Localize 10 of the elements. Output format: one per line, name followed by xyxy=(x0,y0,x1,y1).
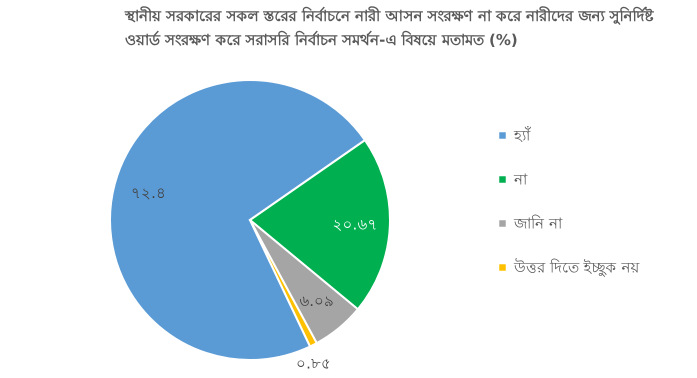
data-label: ০.৮৫ xyxy=(296,354,331,373)
legend-label: উত্তর দিতে ইচ্ছুক নয় xyxy=(513,258,640,276)
legend-label: জানি না xyxy=(513,214,563,232)
text: ওয়ার্ড সংরক্ষণ করে সরাসরি নির্বাচন সমর্থন-এ বিষয়ে মতামত (%) xyxy=(125,31,518,49)
data-label: ২০.৬৭ xyxy=(332,215,378,234)
legend-label: না xyxy=(513,170,528,188)
legend-label: হ্যাঁ xyxy=(513,126,531,144)
data-label: ৭২.৪ xyxy=(131,184,166,202)
data-label: ৬.০৯ xyxy=(299,292,334,310)
text: স্থানীয় সরকারের সকল স্তরের নির্বাচনে নারী আসন সংরক্ষণ না করে নারীদের জন্য সুনির্দিষ্ট xyxy=(125,7,654,25)
